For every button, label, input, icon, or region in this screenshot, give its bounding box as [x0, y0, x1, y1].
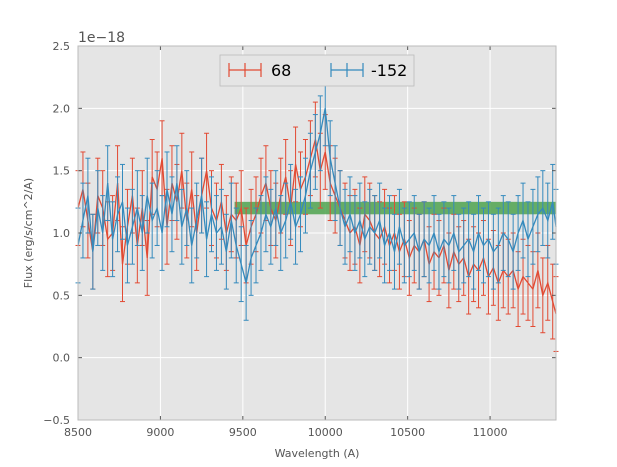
- series-line: [77, 139, 557, 315]
- series-line: [77, 108, 557, 284]
- legend-label-68: 68: [271, 61, 291, 80]
- y-axis-label: Flux (erg/s/cm^2/A): [22, 178, 35, 288]
- legend: 68 -152: [219, 54, 415, 87]
- band-layer: [234, 201, 556, 215]
- y-tick-label: 0.0: [53, 352, 71, 365]
- x-tick-label: 8500: [64, 426, 92, 439]
- y-tick-label: 1.5: [53, 165, 71, 178]
- legend-label-neg152: -152: [371, 61, 407, 80]
- ticks: 8500 9000 9500 10000 10500 11000 −0.5 0.0 0.5 1.0…: [43, 40, 557, 439]
- y-tick-label: 2.5: [53, 40, 71, 53]
- series-layer: [75, 70, 559, 352]
- y-tick-label: 2.0: [53, 102, 71, 115]
- series-1: [75, 70, 559, 321]
- x-tick-label: 9500: [229, 426, 257, 439]
- x-tick-label: 11000: [473, 426, 508, 439]
- y-tick-label: 1.0: [53, 227, 71, 240]
- x-tick-label: 10000: [308, 426, 343, 439]
- y-tick-label: −0.5: [43, 414, 70, 427]
- legend-items: [228, 63, 364, 77]
- highlight-band: [234, 201, 556, 215]
- y-tick-label: 0.5: [53, 289, 71, 302]
- x-axis-label: Wavelength (A): [275, 447, 360, 460]
- x-tick-label: 9000: [146, 426, 174, 439]
- y-offset-label: 1e−18: [78, 30, 125, 46]
- x-tick-label: 10500: [390, 426, 425, 439]
- plot-frame: [77, 45, 557, 421]
